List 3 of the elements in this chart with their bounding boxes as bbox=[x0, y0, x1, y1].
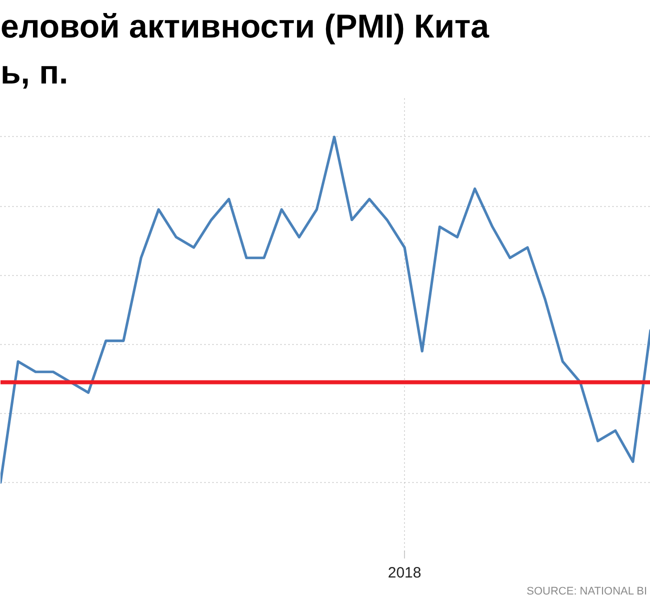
text: 2018 bbox=[388, 564, 422, 582]
chart-title: еловой активности (PMI) Кита ь, п. bbox=[0, 7, 490, 90]
source-note: SOURCE: NATIONAL BI bbox=[526, 586, 648, 598]
